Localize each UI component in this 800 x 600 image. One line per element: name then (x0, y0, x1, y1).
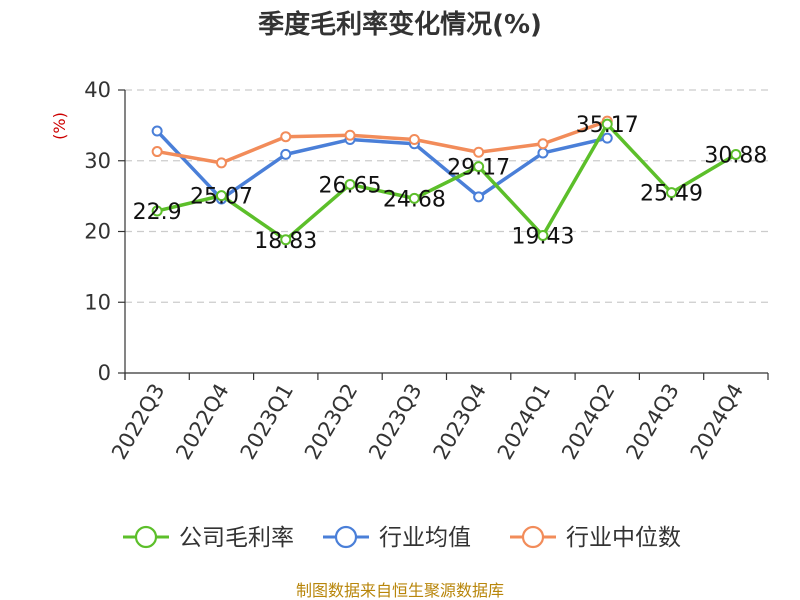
data-label-2023Q1: 18.83 (254, 229, 317, 254)
series-line-行业均值 (155, 129, 608, 201)
legend-label-行业均值: 行业均值 (379, 525, 471, 551)
y-tick-label-20: 20 (84, 220, 111, 244)
x-tick-label-2024Q4: 2024Q4 (686, 380, 748, 464)
data-label-2024Q3: 25.49 (640, 182, 703, 207)
data-label-2023Q2: 26.65 (319, 173, 382, 198)
point-行业均值-2023Q1 (280, 148, 292, 160)
y-tick-label-40: 40 (84, 78, 111, 102)
point-行业均值-2024Q1 (537, 147, 549, 159)
legend-item-行业均值: 行业均值 (323, 525, 471, 551)
legend-item-行业中位数: 行业中位数 (510, 525, 681, 551)
x-tick-label-2024Q2: 2024Q2 (557, 380, 619, 464)
point-行业中位数-2024Q1 (537, 138, 549, 150)
point-行业中位数-2022Q3 (151, 146, 163, 158)
legend-marker-行业中位数 (521, 525, 545, 549)
point-行业中位数-2022Q4 (215, 157, 227, 169)
point-行业中位数-2023Q4 (473, 146, 485, 158)
point-公司毛利率-2024Q2 (601, 118, 613, 130)
x-tick-label-2023Q4: 2023Q4 (429, 380, 491, 464)
y-tick-label-30: 30 (84, 149, 111, 173)
point-行业均值-2024Q2 (601, 132, 613, 144)
point-公司毛利率-2024Q3 (666, 187, 678, 199)
legend: 公司毛利率 行业均值 行业中位数 (123, 525, 681, 551)
point-公司毛利率-2023Q2 (344, 178, 356, 190)
legend-label-行业中位数: 行业中位数 (566, 525, 681, 551)
point-公司毛利率-2022Q4 (215, 190, 227, 202)
point-公司毛利率-2023Q3 (408, 192, 420, 204)
legend-item-公司毛利率: 公司毛利率 (123, 525, 294, 551)
legend-marker-行业均值 (334, 525, 358, 549)
chart-title: 季度毛利率变化情况(%) (258, 9, 542, 40)
point-公司毛利率-2024Q4 (730, 149, 742, 161)
x-tick-label-2023Q1: 2023Q1 (236, 380, 298, 464)
data-label-2024Q4: 30.88 (704, 144, 767, 169)
y-tick-label-10: 10 (84, 290, 111, 314)
data-label-2023Q3: 24.68 (383, 187, 446, 212)
x-tick-label-2024Q3: 2024Q3 (621, 380, 683, 464)
data-label-2024Q1: 19.43 (511, 225, 574, 250)
point-行业均值-2022Q3 (151, 125, 163, 137)
legend-label-公司毛利率: 公司毛利率 (179, 525, 294, 551)
x-tick-label-2022Q4: 2022Q4 (171, 380, 233, 464)
x-tick-label-2023Q3: 2023Q3 (364, 380, 426, 464)
source-note: 制图数据来自恒生聚源数据库 (296, 581, 504, 600)
x-tick-label-2024Q1: 2024Q1 (493, 380, 555, 464)
point-公司毛利率-2023Q1 (280, 234, 292, 246)
data-label-2023Q4: 29.17 (447, 156, 510, 181)
data-label-2024Q2: 35.17 (576, 113, 639, 138)
legend-marker-公司毛利率 (134, 525, 158, 549)
point-公司毛利率-2022Q3 (151, 205, 163, 217)
point-行业中位数-2023Q3 (408, 134, 420, 146)
x-tick-label-2023Q2: 2023Q2 (300, 380, 362, 464)
series-line-行业中位数 (156, 119, 608, 165)
point-行业中位数-2023Q2 (344, 129, 356, 141)
x-tick-label-2022Q3: 2022Q3 (107, 380, 169, 464)
data-label-2022Q3: 22.9 (133, 200, 182, 225)
y-axis-unit: (%) (50, 112, 69, 140)
data-label-2022Q4: 25.07 (190, 185, 253, 210)
point-行业中位数-2023Q1 (280, 131, 292, 143)
y-tick-label-0: 0 (98, 361, 111, 385)
point-公司毛利率-2024Q1 (537, 230, 549, 242)
point-公司毛利率-2023Q4 (473, 161, 485, 173)
series-layer (151, 115, 742, 246)
point-行业均值-2023Q4 (473, 191, 485, 203)
series-line-公司毛利率 (156, 122, 737, 242)
